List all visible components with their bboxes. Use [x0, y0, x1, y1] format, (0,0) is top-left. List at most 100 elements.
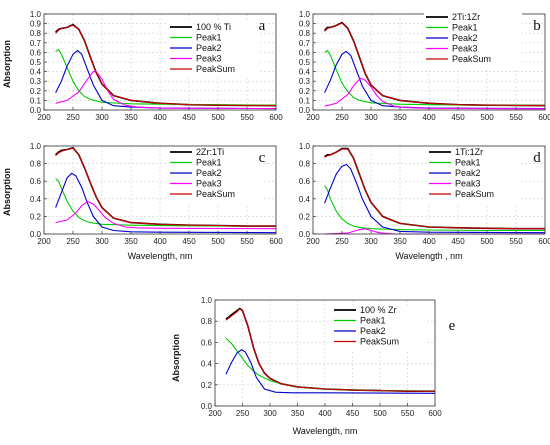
series-line-peak3: [55, 71, 277, 110]
y-tick-label: 0.8: [201, 317, 213, 326]
y-tick-label: 0.7: [30, 39, 42, 48]
series-line-peaksum: [225, 308, 435, 392]
legend-box: [332, 305, 426, 351]
y-axis-label: Absorption: [171, 334, 181, 382]
y-tick-label: 0.2: [299, 212, 311, 221]
y-tick-label: 1.0: [299, 10, 311, 19]
x-tick-label: 300: [95, 113, 109, 122]
y-tick-label: 0.4: [299, 195, 311, 204]
x-tick-label: 200: [306, 113, 320, 122]
x-tick-label: 400: [318, 409, 332, 418]
legend-entry: PeakSum: [360, 337, 399, 347]
y-tick-label: 0.5: [30, 58, 42, 67]
series-line-peaksum: [55, 24, 277, 107]
y-tick-label: 1.0: [30, 10, 42, 19]
y-axis-label: Absorption: [2, 168, 12, 216]
panel-c: 200 250 300 350 400 450 500 550 600 0.0 0.2 0.4 0.6 0…: [2, 142, 283, 261]
legend-entry: Peak1: [452, 23, 478, 33]
x-tick-label: 250: [236, 409, 250, 418]
legend-entry: Peak3: [452, 44, 478, 54]
y-tick-label: 0.5: [299, 58, 311, 67]
y-tick-label: 0.6: [201, 338, 213, 347]
x-tick-label: 400: [422, 113, 436, 122]
x-tick-label: 450: [182, 237, 196, 246]
series-line-peaksum: [324, 22, 546, 107]
series-line-peak2: [225, 349, 436, 394]
y-tick-label: 0.7: [299, 39, 311, 48]
series-line-peak3: [324, 228, 545, 235]
x-tick-label: 300: [95, 237, 109, 246]
panel-b: 200 250 300 350 400 450 500 550 6000.00.10.20.30…: [299, 10, 550, 122]
y-tick-label: 1.0: [201, 296, 213, 305]
y-tick-label: 0.8: [30, 160, 42, 169]
x-tick-label: 200: [208, 409, 222, 418]
x-tick-label: 250: [66, 113, 80, 122]
series-line-peak1: [55, 48, 277, 106]
y-tick-label: 0.2: [30, 87, 42, 96]
y-tick-label: 0.0: [30, 230, 42, 239]
x-axis-label: Wavelength, nm: [293, 426, 358, 436]
x-tick-label: 200: [306, 237, 320, 246]
panel-letter: e: [449, 318, 456, 334]
x-tick-label: 400: [153, 237, 167, 246]
legend-entry: Peak1: [455, 158, 481, 168]
y-tick-label: 0.6: [299, 177, 311, 186]
y-tick-label: 0.8: [30, 29, 42, 38]
x-tick-label: 250: [335, 237, 349, 246]
panel-letter: d: [533, 150, 541, 166]
y-tick-label: 0.6: [30, 48, 42, 57]
legend-entry: Peak2: [360, 326, 386, 336]
x-tick-label: 350: [124, 113, 138, 122]
x-axis-label: Wavelength , nm: [395, 251, 462, 261]
legend-entry: 1Ti:1Zr: [455, 147, 483, 157]
legend-entry: Peak2: [452, 33, 478, 43]
x-tick-label: 350: [393, 113, 407, 122]
legend-entry: Peak1: [196, 33, 222, 43]
x-tick-label: 500: [211, 113, 225, 122]
series-line-peak3: [324, 77, 546, 110]
y-tick-label: 0.4: [299, 68, 311, 77]
x-tick-label: 400: [153, 113, 167, 122]
y-tick-label: 0.3: [30, 77, 42, 86]
x-tick-label: 600: [538, 237, 550, 246]
y-tick-label: 0.9: [30, 20, 42, 29]
y-tick-label: 0.0: [299, 230, 311, 239]
y-tick-label: 0.2: [30, 212, 42, 221]
x-tick-label: 550: [240, 237, 254, 246]
x-tick-label: 200: [37, 237, 51, 246]
y-tick-label: 0.0: [299, 106, 311, 115]
x-tick-label: 400: [422, 237, 436, 246]
x-tick-label: 600: [428, 409, 442, 418]
legend-entry: PeakSum: [196, 189, 235, 199]
series-line-peaksum: [324, 148, 545, 230]
x-tick-label: 600: [538, 113, 550, 122]
panel-letter: a: [259, 18, 266, 34]
x-tick-label: 550: [401, 409, 415, 418]
legend-entry: 100 % Ti: [196, 22, 231, 32]
panel-letter: b: [533, 18, 541, 34]
y-tick-label: 0.9: [299, 20, 311, 29]
legend-entry: Peak2: [196, 168, 222, 178]
series-line-peak1: [324, 185, 545, 232]
legend-entry: 2Ti:1Zr: [452, 12, 480, 22]
x-tick-label: 550: [509, 113, 523, 122]
x-tick-label: 450: [182, 113, 196, 122]
legend-entry: PeakSum: [455, 189, 494, 199]
x-tick-label: 600: [269, 113, 283, 122]
legend-entry: Peak2: [196, 43, 222, 53]
x-tick-label: 450: [451, 113, 465, 122]
x-tick-label: 300: [263, 409, 277, 418]
series-line-peak1: [324, 49, 546, 106]
y-tick-label: 0.0: [30, 106, 42, 115]
x-tick-label: 300: [364, 113, 378, 122]
x-tick-label: 500: [480, 237, 494, 246]
y-tick-label: 0.6: [30, 177, 42, 186]
y-tick-label: 0.1: [30, 96, 42, 105]
x-tick-label: 450: [451, 237, 465, 246]
x-tick-label: 350: [291, 409, 305, 418]
x-tick-label: 550: [240, 113, 254, 122]
